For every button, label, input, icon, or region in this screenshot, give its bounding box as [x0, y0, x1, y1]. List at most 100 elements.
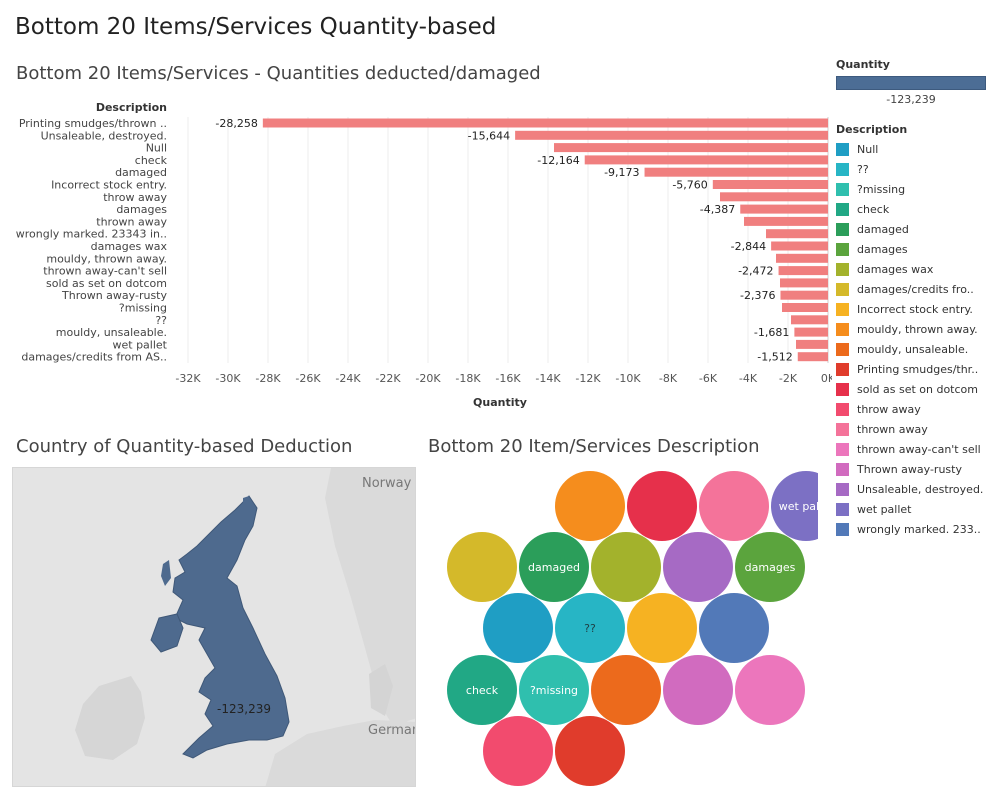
legend-label: thrown away-can't sell — [857, 442, 981, 456]
bubble[interactable] — [663, 532, 733, 602]
x-tick-label: -30K — [215, 372, 241, 385]
legend-item[interactable]: thrown away — [836, 419, 1000, 439]
category-label: Unsaleable, destroyed. — [41, 129, 167, 142]
bubble[interactable] — [483, 593, 553, 663]
bar[interactable] — [744, 216, 828, 226]
bubble[interactable] — [735, 655, 805, 725]
x-axis-title: Quantity — [473, 396, 527, 409]
legend-item[interactable]: damages wax — [836, 259, 1000, 279]
x-tick-label: -20K — [415, 372, 441, 385]
legend-item[interactable]: mouldy, thrown away. — [836, 319, 1000, 339]
bubble[interactable] — [735, 532, 805, 602]
bubble[interactable] — [447, 532, 517, 602]
x-tick-label: 0K — [821, 372, 832, 385]
bar[interactable] — [780, 278, 828, 288]
bubble-label: check — [466, 684, 499, 697]
legend-label: Null — [857, 142, 879, 156]
norway-label: Norway — [362, 476, 412, 491]
legend-label: Printing smudges/thr.. — [857, 362, 979, 376]
northern-ireland-region[interactable] — [150, 613, 184, 653]
bubble[interactable] — [483, 716, 553, 786]
bar-data-label: -2,376 — [740, 289, 775, 302]
legend-item[interactable]: ?? — [836, 159, 1000, 179]
bubble-chart[interactable]: wet pallet damaged damages?? check ?missing — [428, 460, 818, 795]
category-label: mouldy, unsaleable. — [56, 326, 167, 339]
description-legend-list: Null?? ?missing check damaged damages damages… — [836, 139, 1000, 539]
legend-item[interactable]: Thrown away-rusty — [836, 459, 1000, 479]
bar[interactable] — [796, 339, 828, 349]
x-tick-label: -4K — [739, 372, 758, 385]
uk-value-label: -123,239 — [217, 702, 271, 716]
category-label: Thrown away-rusty — [61, 289, 167, 302]
legend-label: wrongly marked. 233.. — [857, 522, 981, 536]
bubble[interactable] — [447, 655, 517, 725]
legend-item[interactable]: check — [836, 199, 1000, 219]
legend-item[interactable]: throw away — [836, 399, 1000, 419]
legend-item[interactable]: damages/credits fro.. — [836, 279, 1000, 299]
legend-swatch — [836, 422, 849, 436]
bubble[interactable] — [663, 655, 733, 725]
bar-data-label: -2,472 — [738, 265, 773, 278]
x-tick-label: -14K — [535, 372, 561, 385]
bar[interactable] — [720, 192, 828, 202]
legend-swatch — [836, 262, 849, 276]
ireland-landmass — [75, 676, 145, 760]
x-tick-label: -2K — [779, 372, 798, 385]
country-map[interactable]: Norway German -123,239 — [12, 467, 416, 787]
bubble[interactable] — [519, 532, 589, 602]
bar[interactable] — [797, 352, 828, 362]
bar[interactable] — [515, 130, 828, 140]
bar[interactable] — [766, 229, 828, 239]
bar[interactable] — [771, 241, 828, 251]
legend-item[interactable]: Null — [836, 139, 1000, 159]
legend-label: damages — [857, 242, 908, 256]
legend-item[interactable]: damaged — [836, 219, 1000, 239]
bar[interactable] — [776, 253, 828, 263]
category-label: damages wax — [91, 240, 168, 253]
legend-item[interactable]: thrown away-can't sell — [836, 439, 1000, 459]
legend-item[interactable]: Unsaleable, destroyed. — [836, 479, 1000, 499]
norway-landmass — [325, 468, 415, 726]
bubble[interactable] — [555, 471, 625, 541]
bar[interactable] — [794, 327, 828, 337]
bubble[interactable] — [591, 655, 661, 725]
bar[interactable] — [554, 143, 828, 153]
category-label: Incorrect stock entry. — [51, 179, 167, 192]
legend-item[interactable]: ?missing — [836, 179, 1000, 199]
legend-swatch — [836, 302, 849, 316]
bar[interactable] — [782, 303, 828, 312]
bubble[interactable] — [699, 593, 769, 663]
legend-item[interactable]: damages — [836, 239, 1000, 259]
category-label: wet pallet — [113, 338, 168, 351]
legend-item[interactable]: sold as set on dotcom — [836, 379, 1000, 399]
bar-data-label: -4,387 — [700, 203, 735, 216]
bar[interactable] — [584, 155, 828, 165]
bar[interactable] — [712, 180, 828, 189]
bubble[interactable] — [627, 593, 697, 663]
bubble[interactable] — [555, 716, 625, 786]
bubble[interactable] — [771, 471, 818, 541]
legend-swatch — [836, 502, 849, 516]
bar[interactable] — [262, 118, 829, 128]
legend-item[interactable]: mouldy, unsaleable. — [836, 339, 1000, 359]
legend-panel: Quantity -123,239 Description Null?? ?mis… — [836, 58, 1000, 539]
bar[interactable] — [778, 266, 828, 276]
legend-item[interactable]: wrongly marked. 233.. — [836, 519, 1000, 539]
category-label: thrown away-can't sell — [43, 265, 167, 278]
uk-region[interactable] — [172, 495, 290, 759]
bubble[interactable] — [699, 471, 769, 541]
bar[interactable] — [791, 315, 828, 325]
legend-item[interactable]: Incorrect stock entry. — [836, 299, 1000, 319]
bar[interactable] — [644, 167, 828, 177]
legend-item[interactable]: wet pallet — [836, 499, 1000, 519]
bubble[interactable] — [591, 532, 661, 602]
legend-swatch — [836, 402, 849, 416]
bar[interactable] — [740, 204, 828, 214]
bar-chart[interactable]: Description -32K -30K -28K -26K -24K -22K -20K -… — [0, 95, 832, 415]
legend-item[interactable]: Printing smudges/thr.. — [836, 359, 1000, 379]
category-label: damaged — [115, 166, 167, 179]
bubble[interactable] — [555, 593, 625, 663]
bubble[interactable] — [627, 471, 697, 541]
bar[interactable] — [780, 290, 828, 300]
bubble[interactable] — [519, 655, 589, 725]
